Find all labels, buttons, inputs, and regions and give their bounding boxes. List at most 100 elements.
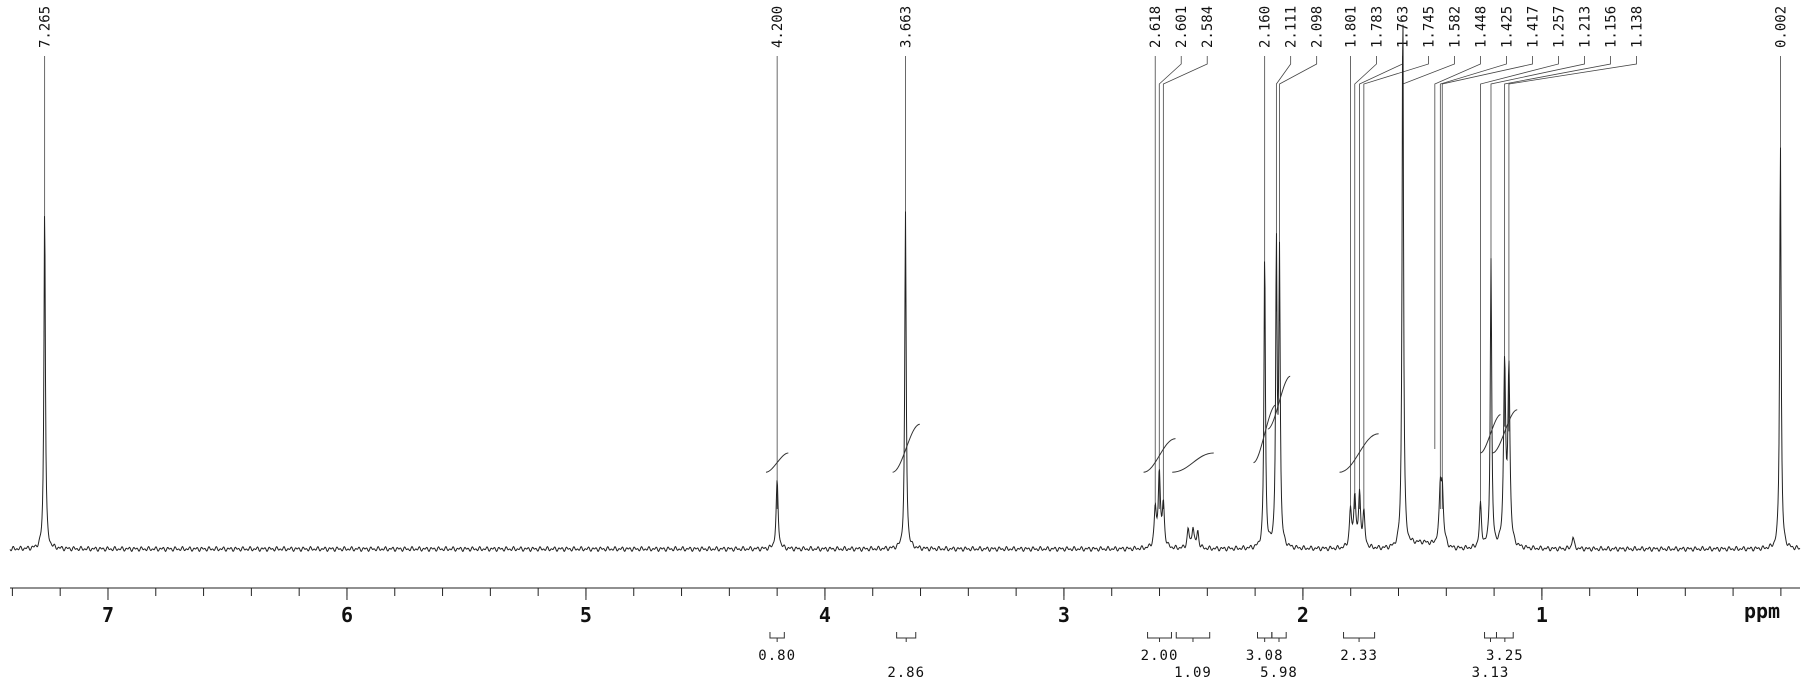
peak-label-text: 1.257 [1551, 6, 1567, 48]
peak-leader-line [1162, 56, 1208, 509]
integral-bracket [1257, 632, 1273, 639]
integral-curve [1172, 452, 1214, 473]
peak-label-text: 1.783 [1369, 6, 1385, 48]
peak-label: 2.601 [1158, 6, 1190, 509]
x-tick-label: 5 [580, 603, 592, 627]
integral-value-label: 5.98 [1260, 665, 1298, 681]
x-tick-label: 3 [1058, 603, 1070, 627]
peak-label-text: 1.582 [1447, 6, 1463, 48]
peak-label-text: 2.098 [1310, 6, 1326, 48]
integral-region: 3.25 [1486, 632, 1524, 664]
peak-leader-line [1480, 56, 1559, 509]
peak-label: 1.257 [1480, 6, 1567, 509]
peak-label: 1.745 [1363, 6, 1437, 509]
peak-label-text: 1.801 [1343, 6, 1359, 48]
integral-bracket [1495, 632, 1514, 639]
peak-leader-line [1402, 56, 1455, 120]
peak-label-text: 2.618 [1148, 6, 1164, 48]
peak-label-text: 4.200 [770, 6, 786, 48]
x-tick-label: 7 [102, 603, 114, 627]
integral-curve [1339, 433, 1379, 473]
integral-bracket [896, 632, 917, 639]
integral-region: 5.98 [1260, 632, 1298, 681]
integral-bracket [1175, 632, 1211, 639]
integral-region: 3.08 [1246, 632, 1284, 664]
peak-leader-line [1359, 56, 1403, 509]
peak-label: 1.448 [1434, 6, 1489, 449]
peak-leader-line [1441, 56, 1533, 509]
peak-leader-line [1363, 56, 1429, 509]
x-axis-unit-label: ppm [1744, 599, 1780, 623]
x-axis: 7 6 5 4 3 2 1 [10, 587, 1800, 627]
integral-value-label: 2.86 [887, 665, 925, 681]
peak-label: 7.265 [38, 6, 54, 264]
spectrum-trace-group [9, 24, 1801, 553]
integral-curve [892, 423, 920, 473]
integral-region: 0.80 [758, 632, 796, 664]
peak-label: 1.801 [1343, 6, 1359, 509]
peak-label-text: 1.417 [1525, 6, 1541, 48]
integral-value-label: 2.33 [1340, 648, 1378, 664]
x-tick-label: 1 [1536, 603, 1548, 627]
peak-label-text: 1.156 [1603, 6, 1619, 48]
integral-bracket [1271, 632, 1287, 639]
integral-value-label: 1.09 [1174, 665, 1212, 681]
integral-curve [1267, 375, 1291, 430]
peak-label: 2.160 [1258, 6, 1274, 312]
peak-leader-line [1275, 56, 1292, 312]
peak-label-text: 2.601 [1174, 6, 1190, 48]
integral-curve [1143, 438, 1176, 473]
peak-leader-line [1434, 56, 1481, 449]
peak-label: 1.425 [1439, 6, 1515, 509]
peak-label: 1.138 [1508, 6, 1645, 432]
peak-label-text: 1.138 [1629, 6, 1645, 48]
integral-value-label: 3.25 [1486, 648, 1524, 664]
integral-bracket [1147, 632, 1172, 639]
integral-bracket [1484, 632, 1497, 639]
integral-region: 2.86 [887, 632, 925, 681]
x-tick-label: 2 [1297, 603, 1309, 627]
x-tick-label: 6 [341, 603, 353, 627]
integral-value-label: 2.00 [1141, 648, 1179, 664]
integral-curve [1253, 404, 1277, 464]
peak-leader-line [1279, 56, 1318, 321]
integral-value-label: 3.13 [1472, 665, 1510, 681]
peak-label: 0.002 [1773, 6, 1789, 201]
peak-label-text: 2.160 [1258, 6, 1274, 48]
integral-value-label: 0.80 [758, 648, 796, 664]
spectrum-trace [9, 24, 1801, 553]
peak-leader-line [1490, 56, 1585, 321]
peak-label: 4.200 [770, 6, 786, 509]
peak-leader-line [1508, 56, 1637, 432]
integral-bracket [769, 632, 785, 639]
peak-label: 2.098 [1279, 6, 1326, 321]
integral-region: 2.33 [1340, 632, 1378, 664]
peak-leader-line [1158, 56, 1182, 509]
peak-label: 3.663 [898, 6, 914, 273]
peak-label-text: 1.213 [1577, 6, 1593, 48]
peak-label: 1.783 [1354, 6, 1385, 509]
integral-curve [1492, 409, 1518, 454]
peak-leader-line [1439, 56, 1507, 509]
peak-label-text: 1.745 [1421, 6, 1437, 48]
peak-label: 1.156 [1504, 6, 1619, 427]
peak-label: 1.213 [1490, 6, 1593, 321]
peak-label-text: 2.111 [1284, 6, 1300, 48]
integral-curve [1480, 414, 1501, 454]
peak-label-text: 0.002 [1773, 6, 1789, 48]
integral-bracket [1343, 632, 1376, 639]
peak-label: 2.111 [1275, 6, 1300, 312]
peak-label: 1.417 [1441, 6, 1541, 509]
peak-leader-line [1354, 56, 1377, 509]
integral-region: 2.00 [1141, 632, 1179, 664]
peak-label-text: 1.425 [1499, 6, 1515, 48]
integral-curve-group [765, 375, 1518, 473]
integral-value-label: 3.08 [1246, 648, 1284, 664]
peak-leader-line [1504, 56, 1611, 427]
x-tick-label: 4 [819, 603, 831, 627]
peak-label-text: 7.265 [38, 6, 54, 48]
integral-curve [765, 452, 789, 473]
integral-label-group: 0.80 2.86 2.001.09 3.085.98 2.33 3.133.25 [758, 632, 1523, 681]
peak-label-text: 1.448 [1473, 6, 1489, 48]
